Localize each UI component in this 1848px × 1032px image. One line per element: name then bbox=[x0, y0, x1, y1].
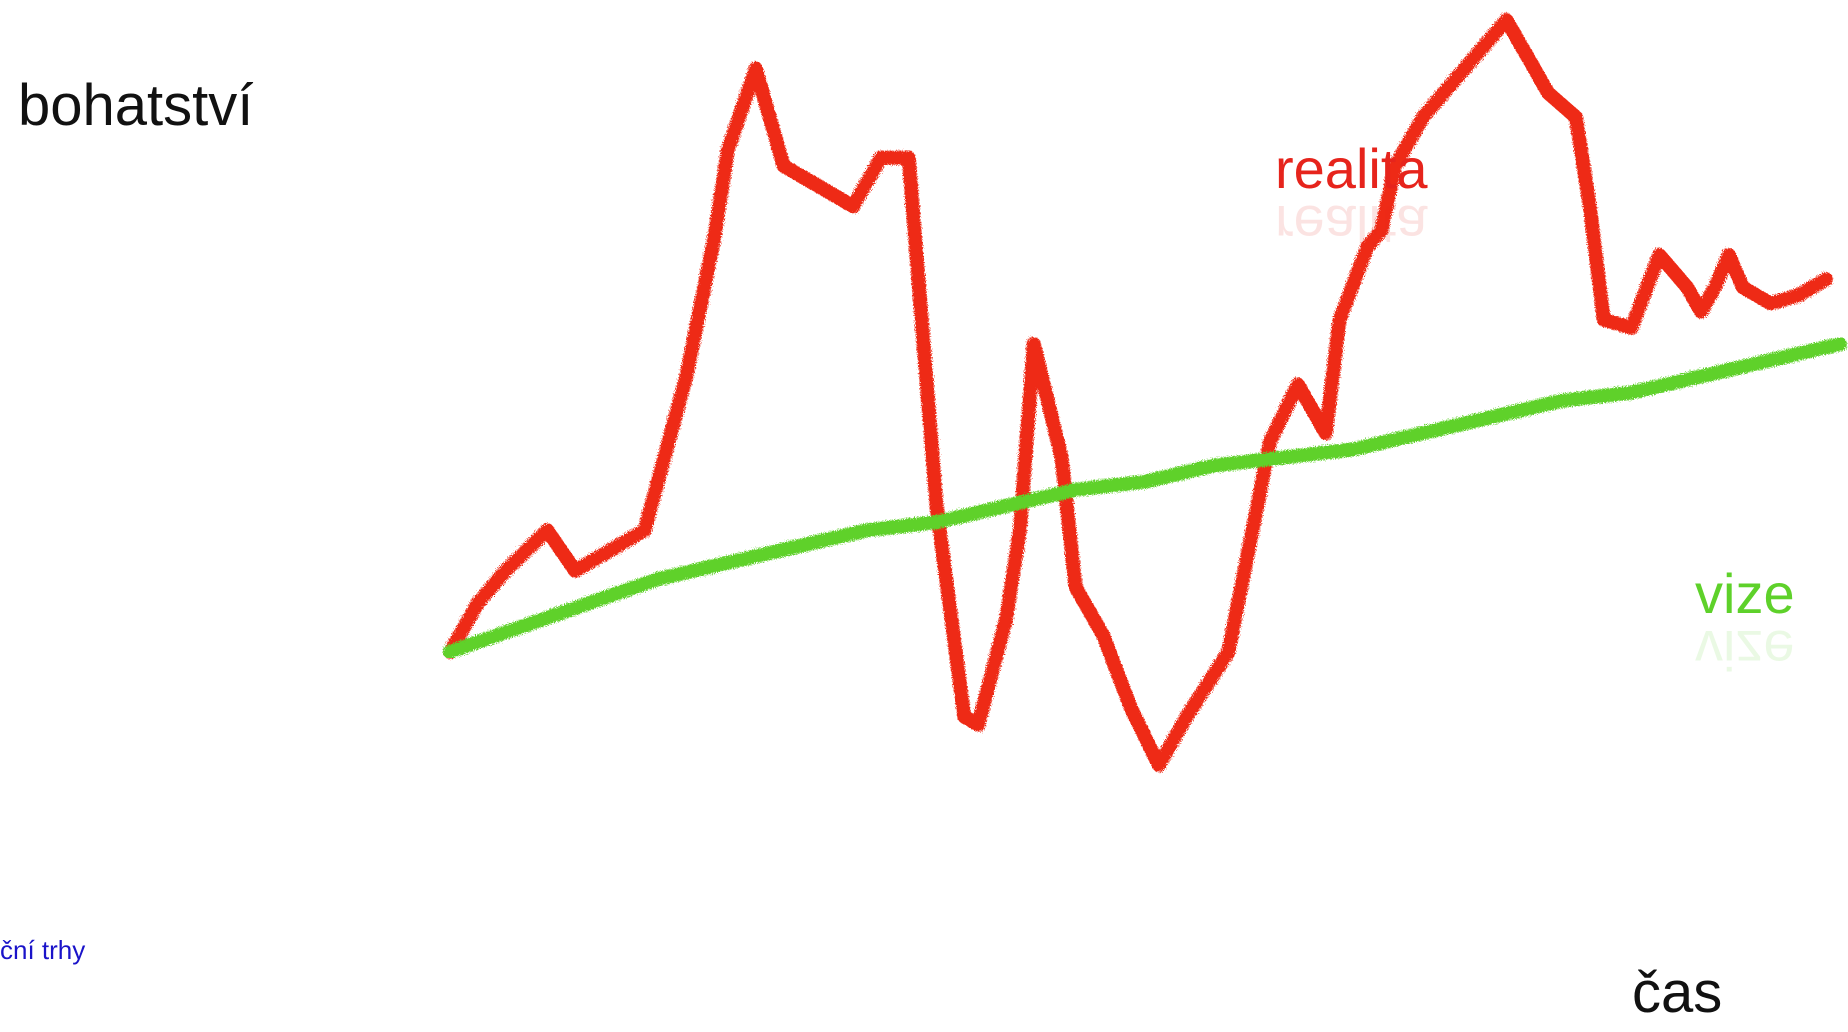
y-axis-label: bohatství bbox=[18, 73, 253, 138]
footer-link[interactable]: ční trhy bbox=[0, 935, 85, 966]
x-axis-label: čas bbox=[1632, 960, 1722, 1025]
legend-label-reflection: vize bbox=[1695, 619, 1795, 682]
legend-label-reflection: realita bbox=[1275, 194, 1428, 257]
legend-label-vize: vize bbox=[1695, 562, 1795, 625]
series-layer bbox=[450, 20, 1840, 765]
legend-label-realita: realita bbox=[1275, 137, 1428, 200]
axes bbox=[376, 18, 1838, 912]
